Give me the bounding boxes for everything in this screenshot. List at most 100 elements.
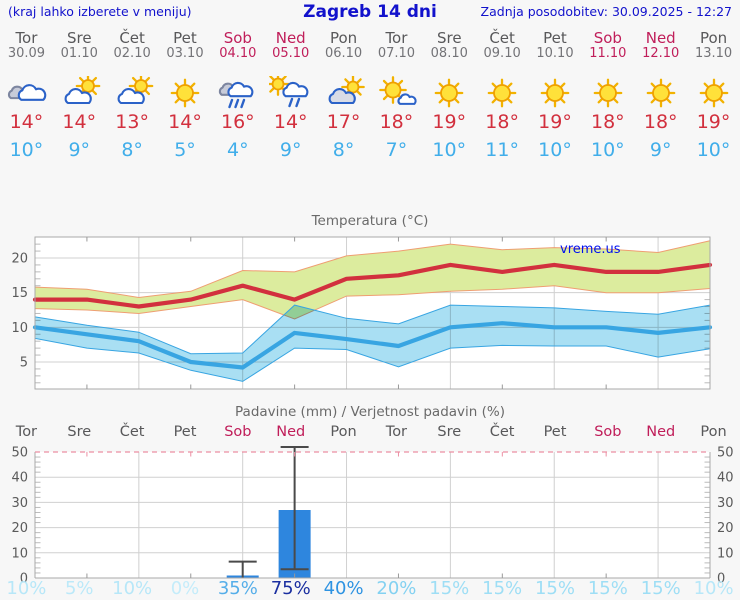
- sunny-icon: [529, 75, 582, 111]
- low-temp: 9°: [68, 139, 91, 161]
- partly-sunny-icon: [106, 75, 159, 111]
- svg-text:10: 10: [717, 546, 734, 561]
- day-column: Ned 12.10: [634, 30, 687, 62]
- low-temp: 9°: [649, 139, 672, 161]
- day-name: Čet: [119, 29, 145, 47]
- precip-day-label: Sob: [594, 424, 622, 440]
- svg-text:20: 20: [717, 521, 734, 536]
- precip-probability: 75%: [270, 578, 311, 599]
- sunny-icon: [159, 75, 212, 111]
- high-temps-row: 14° 14° 13° 14° 16° 14° 17° 18° 19° 18° 19° 18° 18° 1…: [0, 111, 740, 133]
- day-date: 06.10: [324, 45, 363, 61]
- day-date: 07.10: [377, 45, 416, 61]
- sunny-icon: [634, 75, 687, 111]
- day-date: 03.10: [166, 45, 204, 61]
- mostly-cloudy-icon: [317, 75, 370, 111]
- watermark-link[interactable]: vreme.us: [560, 242, 621, 257]
- svg-text:15: 15: [11, 286, 28, 301]
- day-column: Pet 10.10: [529, 30, 582, 62]
- svg-text:50: 50: [717, 446, 734, 461]
- day-column: Sob 04.10: [211, 30, 264, 62]
- precip-day-label: Tor: [385, 424, 408, 440]
- sunny-icon: [476, 75, 529, 111]
- day-column: Čet 02.10: [106, 30, 159, 62]
- precip-probability: 10%: [6, 578, 47, 599]
- svg-text:40: 40: [11, 471, 28, 486]
- last-update: Zadnja posodobitev: 30.09.2025 - 12:27: [480, 4, 732, 19]
- svg-text:0: 0: [717, 572, 725, 587]
- low-temp: 10°: [591, 139, 625, 161]
- day-date: 30.09: [7, 45, 46, 61]
- day-name: Ned: [645, 29, 676, 47]
- day-date: 12.10: [642, 45, 680, 61]
- day-name: Čet: [489, 29, 515, 47]
- low-temp: 9°: [279, 139, 302, 161]
- high-temp: 14°: [9, 111, 44, 133]
- day-date: 01.10: [60, 45, 98, 61]
- precip-probability: 15%: [587, 578, 628, 599]
- day-name: Pon: [699, 29, 728, 47]
- day-name: Pet: [543, 29, 567, 47]
- precipitation-chart: 0 0 10 10 20 20 30 30 40 40 50 50: [11, 446, 734, 587]
- low-temp: 8°: [332, 139, 355, 161]
- precip-probability: 0%: [170, 578, 200, 599]
- svg-text:10: 10: [11, 321, 28, 336]
- day-name: Tor: [385, 29, 408, 47]
- day-name: Pet: [173, 29, 197, 47]
- precip-probability: 35%: [217, 578, 258, 599]
- high-temp: 19°: [432, 111, 467, 133]
- cloudy-icon: [0, 75, 53, 111]
- precip-day-label: Sre: [67, 424, 92, 440]
- weather-icons-row: [0, 75, 740, 111]
- day-name: Sob: [593, 29, 622, 47]
- high-temp: 13°: [115, 111, 149, 133]
- precip-day-label: Pet: [543, 424, 567, 440]
- high-temp: 18°: [379, 111, 414, 133]
- high-temp: 14°: [168, 111, 202, 133]
- day-date: 10.10: [536, 45, 574, 61]
- page-title: Zagreb 14 dni: [303, 2, 437, 22]
- svg-text:50: 50: [11, 446, 28, 461]
- high-temp: 14°: [273, 111, 308, 133]
- low-temp: 10°: [9, 139, 44, 161]
- precip-probability: 10%: [112, 578, 153, 599]
- svg-text:30: 30: [717, 496, 734, 511]
- day-column: Tor 30.09: [0, 30, 53, 62]
- svg-text:20: 20: [11, 252, 28, 267]
- high-temp: 19°: [538, 111, 572, 133]
- precip-probability: 10%: [693, 578, 734, 599]
- day-date: 02.10: [113, 45, 151, 61]
- low-temp: 11°: [485, 139, 519, 161]
- day-column: Pon 13.10: [687, 30, 740, 62]
- day-date: 04.10: [219, 45, 257, 61]
- precip-day-label: Sob: [224, 424, 252, 440]
- precip-day-label: Pon: [700, 424, 727, 440]
- day-date: 11.10: [589, 45, 627, 61]
- precip-day-label: Ned: [276, 424, 306, 440]
- svg-text:0: 0: [20, 572, 28, 587]
- high-temp: 19°: [696, 111, 731, 133]
- low-temp: 10°: [432, 139, 467, 161]
- low-temp: 8°: [121, 139, 143, 161]
- day-column: Pet 03.10: [159, 30, 212, 62]
- menu-hint: (kraj lahko izberete v meniju): [8, 4, 192, 19]
- svg-text:20: 20: [11, 521, 28, 536]
- high-temp: 14°: [62, 111, 97, 133]
- partly-sunny-icon: [53, 75, 106, 111]
- low-temp: 5°: [174, 139, 196, 161]
- precip-probability: 15%: [640, 578, 681, 599]
- precip-day-label: Sre: [437, 424, 462, 440]
- high-temp: 18°: [485, 111, 519, 133]
- low-temp: 10°: [696, 139, 731, 161]
- day-column: Sob 11.10: [581, 30, 634, 62]
- sunny-icon: [581, 75, 634, 111]
- sunny-icon: [687, 75, 740, 111]
- sun-cloud-icon: [370, 75, 423, 111]
- low-temp: 7°: [385, 139, 408, 161]
- precip-day-label: Tor: [15, 424, 38, 440]
- precip-probability: 15%: [482, 578, 523, 599]
- day-column: Pon 06.10: [317, 30, 370, 62]
- sun-rain-icon: [264, 75, 317, 111]
- day-column: Sre 01.10: [53, 30, 106, 62]
- precip-probability-row: 10% 5% 10% 0% 35% 75% 40% 20% 15% 15% 15% 15% 15% 10%: [0, 578, 740, 599]
